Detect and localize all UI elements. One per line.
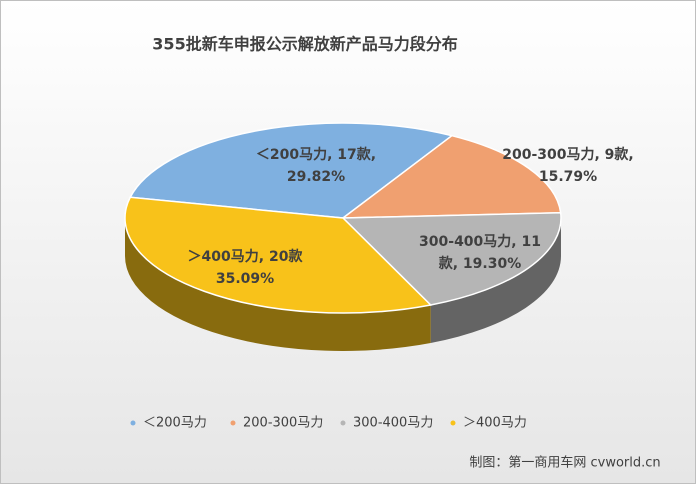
data-label: 300-400马力, 11 款, 19.30%	[419, 233, 541, 272]
slice	[129, 122, 454, 219]
legend-marker	[130, 420, 136, 426]
slice	[124, 196, 433, 314]
slice	[340, 134, 562, 219]
legend-label: ＜200马力	[143, 416, 207, 431]
data-label-line: ＜200马力, 17款,	[256, 146, 376, 163]
data-label-line: 款, 19.30%	[439, 255, 522, 272]
slice-side	[125, 218, 431, 351]
legend-marker	[230, 420, 236, 426]
data-label-line: 300-400马力, 11	[419, 233, 541, 250]
data-label-line: ＞400马力, 20款	[188, 248, 304, 265]
data-label: ＞400马力, 20款 35.09%	[188, 248, 304, 287]
data-label-line: 15.79%	[539, 169, 597, 185]
source: 制图：第一商用车网 cvworld.cn	[469, 455, 660, 471]
slice	[341, 211, 562, 306]
data-label: 200-300马力, 9款, 15.79%	[502, 146, 634, 185]
slice-side	[430, 218, 561, 343]
data-label-line: 200-300马力, 9款,	[502, 146, 634, 163]
data-label-line: 35.09%	[216, 271, 274, 287]
legend-label: 200-300马力	[243, 416, 323, 431]
data-label-line: 29.82%	[287, 169, 345, 185]
legend-marker	[340, 420, 346, 426]
legend-marker	[450, 420, 456, 426]
legend-label: ＞400马力	[463, 416, 527, 431]
legend-label: 300-400马力	[353, 416, 433, 431]
chart-title: 355批新车申报公示解放新产品马力段分布	[152, 35, 457, 54]
data-label: ＜200马力, 17款, 29.82%	[256, 146, 376, 185]
